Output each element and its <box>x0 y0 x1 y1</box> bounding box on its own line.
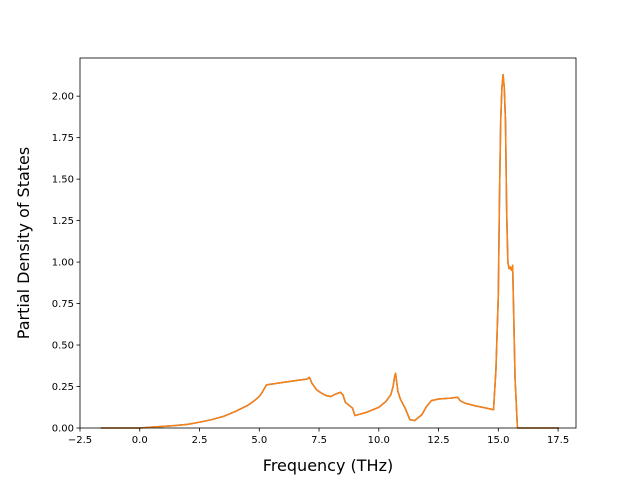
y-tick-label: 1.50 <box>52 175 74 186</box>
x-tick-label: −2.5 <box>68 435 92 446</box>
series-line-2 <box>100 73 559 429</box>
series-layer <box>100 73 559 429</box>
x-tick-label: 12.5 <box>427 435 449 446</box>
x-tick-label: 17.5 <box>547 435 569 446</box>
x-axis-title: Frequency (THz) <box>263 456 393 475</box>
y-tick-label: 0.00 <box>52 424 74 435</box>
y-tick-label: 1.75 <box>52 133 74 144</box>
y-tick-label: 0.75 <box>52 299 74 310</box>
x-tick-label: 5.0 <box>251 435 267 446</box>
y-tick-label: 2.00 <box>52 92 74 103</box>
y-tick-label: 0.25 <box>52 382 74 393</box>
x-tick-label: 0.0 <box>132 435 148 446</box>
plot-area <box>80 58 576 428</box>
y-tick-label: 1.25 <box>52 216 74 227</box>
y-tick-label: 1.00 <box>52 258 74 269</box>
ticks-layer: −2.5 0.0 2.5 5.0 7.5 10.0 12.5 15.0 17.5 0.00 0.25… <box>52 92 569 446</box>
x-tick-label: 10.0 <box>368 435 390 446</box>
y-tick-label: 0.50 <box>52 341 74 352</box>
y-axis-title: Partial Density of States <box>14 147 33 339</box>
plot-frame <box>79 57 577 429</box>
x-tick-label: 7.5 <box>311 435 327 446</box>
x-tick-label: 15.0 <box>487 435 509 446</box>
x-tick-label: 2.5 <box>192 435 208 446</box>
